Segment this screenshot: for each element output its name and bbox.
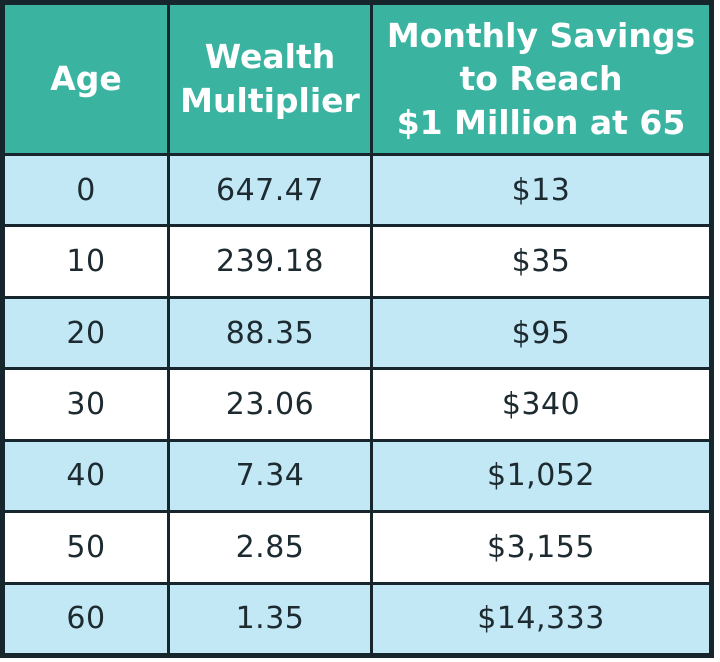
table-row: 40 7.34 $1,052	[1, 438, 713, 514]
savings-cell: $13	[370, 152, 713, 228]
age-cell: 20	[1, 295, 170, 371]
age-cell: 0	[1, 152, 170, 228]
savings-cell: $95	[370, 295, 713, 371]
savings-cell: $1,052	[370, 438, 713, 514]
multiplier-cell: 2.85	[167, 510, 373, 585]
multiplier-cell: 1.35	[167, 581, 373, 658]
multiplier-cell: 647.47	[167, 152, 373, 228]
age-cell: 10	[1, 224, 170, 299]
age-cell: 60	[1, 581, 170, 658]
savings-cell: $340	[370, 367, 713, 442]
table-row: 50 2.85 $3,155	[1, 510, 713, 585]
header-row: Age Wealth Multiplier Monthly Savings to…	[1, 1, 713, 156]
table-row: 20 88.35 $95	[1, 295, 713, 371]
table-row: 10 239.18 $35	[1, 224, 713, 299]
table-row: 60 1.35 $14,333	[1, 581, 713, 658]
wealth-multiplier-column-header: Wealth Multiplier	[167, 1, 373, 156]
monthly-savings-column-header: Monthly Savings to Reach $1 Million at 6…	[370, 1, 713, 156]
age-cell: 40	[1, 438, 170, 514]
table-row: 30 23.06 $340	[1, 367, 713, 442]
age-cell: 30	[1, 367, 170, 442]
savings-cell: $3,155	[370, 510, 713, 585]
multiplier-cell: 23.06	[167, 367, 373, 442]
multiplier-cell: 239.18	[167, 224, 373, 299]
multiplier-cell: 88.35	[167, 295, 373, 371]
multiplier-cell: 7.34	[167, 438, 373, 514]
savings-cell: $35	[370, 224, 713, 299]
table-row: 0 647.47 $13	[1, 152, 713, 228]
savings-cell: $14,333	[370, 581, 713, 658]
age-column-header: Age	[1, 1, 170, 156]
age-cell: 50	[1, 510, 170, 585]
